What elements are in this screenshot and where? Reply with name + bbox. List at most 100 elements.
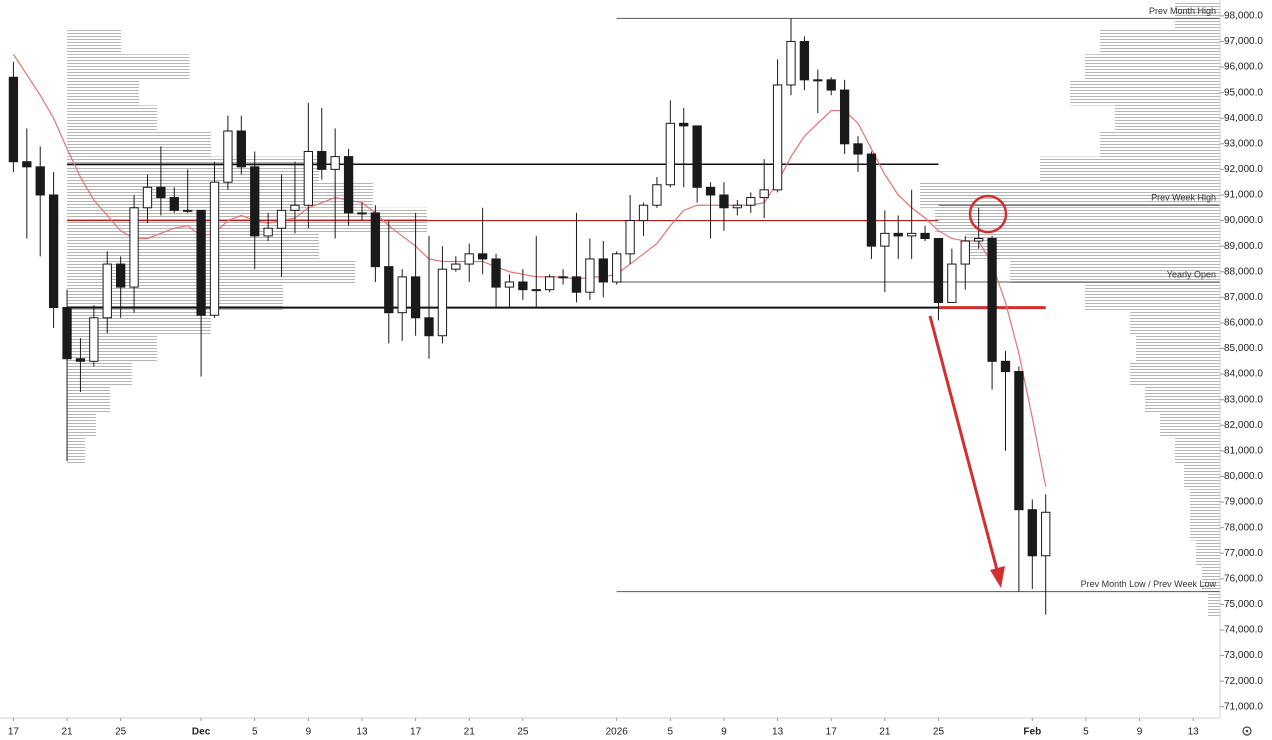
volume-profile-bar <box>1160 412 1220 439</box>
y-tick-label: 98,000.0 <box>1224 11 1263 22</box>
y-tick-label: 74,000.0 <box>1224 625 1263 636</box>
level-label: Prev Month Low / Prev Week Low <box>1081 579 1217 589</box>
candle-body <box>705 186 716 196</box>
candle-body <box>545 276 555 291</box>
volume-profile-bar <box>67 310 212 336</box>
candle-body <box>276 209 287 229</box>
candle-body <box>196 209 206 316</box>
y-tick-label: 91,000.0 <box>1224 190 1263 201</box>
y-tick-label: 85,000.0 <box>1224 343 1263 354</box>
candle-body <box>410 276 421 319</box>
candle-body <box>839 89 850 145</box>
price-axis-bg <box>1220 0 1272 740</box>
x-tick-label: 13 <box>1188 727 1200 738</box>
x-tick-label: 25 <box>115 727 127 738</box>
candle-body <box>558 276 568 279</box>
candle-body <box>1041 511 1051 557</box>
volume-profile-bar <box>67 233 320 259</box>
y-tick-label: 71,000.0 <box>1224 701 1263 712</box>
level-label: Yearly Open <box>1167 269 1216 279</box>
candle-body <box>625 220 635 255</box>
candle-body <box>35 166 45 196</box>
volume-profile-bar <box>1196 540 1220 567</box>
candle-body <box>464 253 474 265</box>
moving-average-line <box>12 53 1047 487</box>
candle-body <box>1000 360 1011 373</box>
y-tick-label: 75,000.0 <box>1224 599 1263 610</box>
x-tick-label: 17 <box>410 727 422 738</box>
volume-profile-bar <box>67 131 212 157</box>
x-tick-label: 9 <box>721 727 727 738</box>
arrow-head <box>990 566 1005 588</box>
y-tick-label: 96,000.0 <box>1224 62 1263 73</box>
y-tick-label: 81,000.0 <box>1224 446 1263 457</box>
candle-body <box>746 197 756 206</box>
x-tick-label: 5 <box>252 727 258 738</box>
volume-profile-bar <box>1010 258 1220 285</box>
volume-profile-bar <box>965 233 1220 259</box>
y-tick-label: 76,000.0 <box>1224 573 1263 584</box>
volume-profile-bar <box>1202 566 1220 592</box>
candle-body <box>384 266 394 314</box>
candles-layer <box>8 18 1051 615</box>
candle-body <box>665 122 675 186</box>
y-tick-label: 93,000.0 <box>1224 138 1263 149</box>
candle-body <box>759 189 769 199</box>
candle-body <box>719 194 729 209</box>
y-tick-label: 95,000.0 <box>1224 87 1263 98</box>
volume-profile-bar <box>67 284 284 311</box>
x-tick-label: 21 <box>464 727 476 738</box>
candle-body <box>183 209 193 212</box>
y-tick-label: 88,000.0 <box>1224 266 1263 277</box>
candle-body <box>679 122 689 127</box>
candle-body <box>974 237 984 242</box>
candle-body <box>263 227 273 237</box>
highlight-circle <box>968 194 1008 234</box>
candle-body <box>75 358 86 362</box>
x-tick-label: 5 <box>668 727 674 738</box>
settings-ring[interactable] <box>1242 726 1252 736</box>
candle-body <box>62 307 72 360</box>
annotation-layer <box>928 194 1008 588</box>
candle-body <box>169 197 179 211</box>
x-tick-label: 9 <box>306 727 312 738</box>
candle-body <box>22 161 32 168</box>
settings-icon[interactable] <box>1242 726 1252 736</box>
candle-body <box>116 263 126 288</box>
y-tick-label: 92,000.0 <box>1224 164 1263 175</box>
candle-body <box>612 253 622 283</box>
volume-profile-bar <box>1136 335 1220 362</box>
volume-profile-bar <box>67 361 132 387</box>
volume-profile-bar <box>1040 156 1220 183</box>
candle-body <box>960 240 970 265</box>
y-tick-label: 78,000.0 <box>1224 522 1263 533</box>
volume-profile-bar <box>67 386 111 413</box>
candle-body <box>48 194 59 309</box>
y-tick-label: 90,000.0 <box>1224 215 1263 226</box>
x-tick-label: Dec <box>192 727 211 738</box>
candle-body <box>1014 371 1024 511</box>
volume-profile-bar <box>1208 591 1220 618</box>
x-tick-label: 21 <box>879 727 891 738</box>
time-axis-bg <box>0 718 1272 740</box>
volume-profile-bar <box>1184 463 1220 490</box>
volume-profile-bar <box>67 438 86 464</box>
candle-body <box>156 186 166 199</box>
volume-profile-bar <box>67 28 122 55</box>
candle-body <box>451 263 461 270</box>
volume-profile-bar <box>1190 489 1220 515</box>
candle-body <box>290 204 300 211</box>
candle-body <box>893 232 903 237</box>
volume-profile-bar <box>67 105 158 132</box>
volume-profile-bar <box>1145 386 1220 413</box>
candle-body <box>491 258 501 288</box>
candle-body <box>250 166 260 237</box>
x-tick-label: 5 <box>1083 727 1089 738</box>
candle-body <box>933 237 944 303</box>
settings-dot[interactable] <box>1245 729 1249 733</box>
volume-profile-bar <box>1115 105 1220 132</box>
candle-body <box>531 289 541 292</box>
candle-body <box>370 212 381 268</box>
volume-profile-bar <box>920 182 1220 208</box>
